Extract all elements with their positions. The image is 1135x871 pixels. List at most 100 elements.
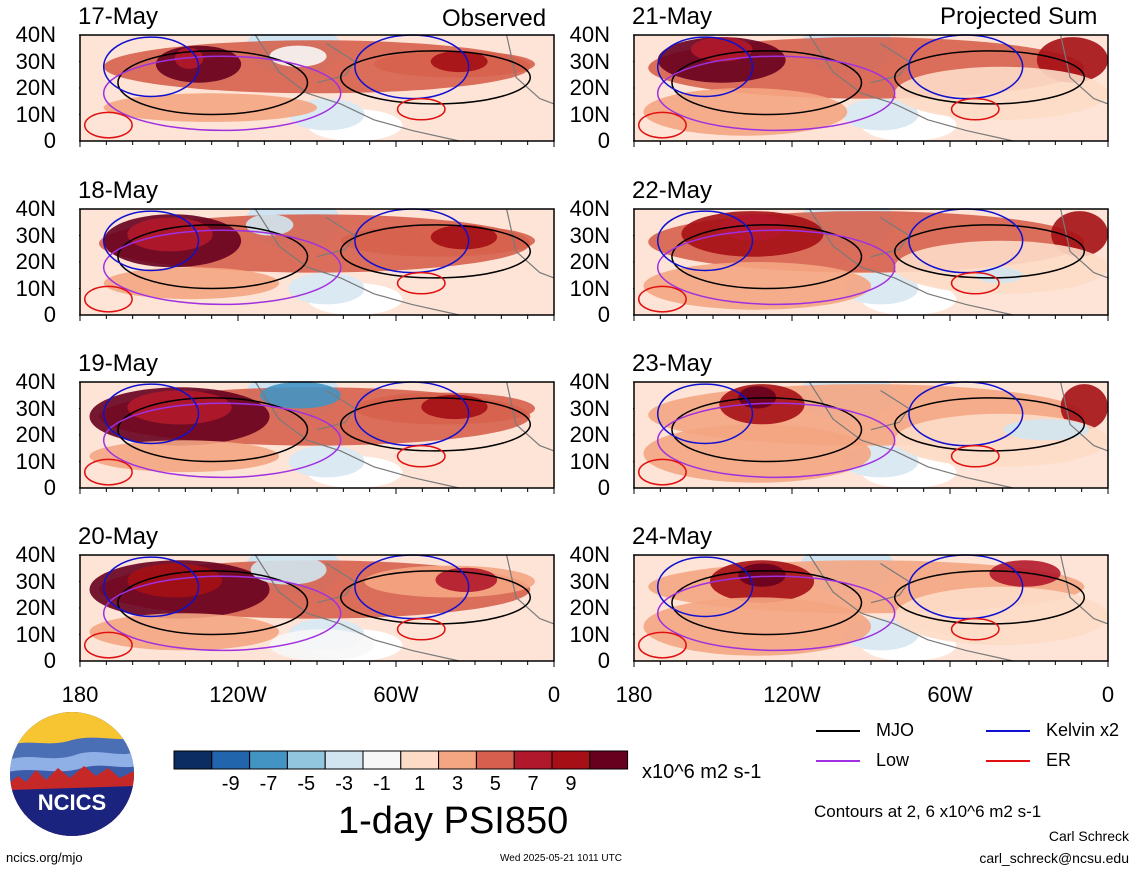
longitude-label: 60W — [927, 682, 973, 707]
map-panel — [633, 208, 1109, 321]
latitude-label: 40N — [15, 369, 56, 394]
latitude-label: 0 — [597, 475, 610, 500]
logo-text: NCICS — [38, 790, 106, 815]
legend-swatch — [986, 760, 1030, 762]
latitude-label: 0 — [43, 128, 56, 153]
colorbar: -9 -7 -5 -3 -1 1 3 5 7 9 — [173, 750, 629, 795]
latitude-label: 40N — [15, 196, 56, 221]
latitude-label: 20N — [15, 249, 56, 274]
longitude-label: 120W — [763, 682, 821, 707]
latitude-label: 30N — [15, 568, 56, 594]
timestamp: Wed 2025-05-21 1011 UTC — [500, 853, 622, 864]
latitude-label: 30N — [569, 222, 610, 248]
legend-swatch — [816, 760, 860, 762]
latitude-label: 10N — [15, 448, 56, 474]
legend-label: Low — [876, 750, 910, 770]
latitude-label: 10N — [15, 101, 56, 127]
colorbar-swatch — [475, 750, 515, 770]
latitude-label: 40N — [569, 369, 610, 394]
longitude-label: 0 — [547, 682, 561, 707]
latitude-label: 0 — [597, 302, 610, 327]
colorbar-swatch — [513, 750, 553, 770]
observed-header: Observed — [442, 5, 547, 32]
latitude-label: 20N — [15, 595, 56, 620]
latitude-label: 40N — [15, 542, 56, 567]
latitude-label: 0 — [43, 475, 56, 500]
latitude-label: 10N — [15, 275, 56, 301]
longitude-label: 180 — [615, 682, 653, 707]
latitude-label: 40N — [15, 22, 56, 47]
latitude-label: 10N — [569, 448, 610, 474]
latitude-label: 30N — [569, 568, 610, 594]
colorbar-tick-label: -9 — [222, 773, 240, 795]
colorbar-tick-label: 1 — [414, 773, 425, 795]
latitude-label: 30N — [15, 48, 56, 74]
longitude-label: 60W — [373, 682, 419, 707]
latitude-label: 20N — [569, 75, 610, 100]
colorbar-units: x10^6 m2 s-1 — [642, 761, 762, 783]
latitude-label: 30N — [15, 395, 56, 421]
panel-date-label: 19-May — [78, 350, 159, 377]
latitude-label: 30N — [569, 48, 610, 74]
colorbar-tick-label: -1 — [373, 773, 391, 795]
panel-date-label: 17-May — [78, 3, 159, 30]
colorbar-tick-label: 5 — [490, 773, 501, 795]
panel-date-label: 24-May — [632, 523, 713, 550]
latitude-label: 10N — [569, 275, 610, 301]
colorbar-tick-label: -3 — [335, 773, 353, 795]
map-panel — [79, 554, 555, 667]
latitude-label: 10N — [569, 101, 610, 127]
legend-label: MJO — [876, 720, 914, 740]
latitude-label: 20N — [569, 249, 610, 274]
latitude-label: 0 — [597, 648, 610, 673]
colorbar-swatch — [249, 750, 288, 770]
plot-title: 1-day PSI850 — [338, 800, 569, 842]
map-panel — [79, 208, 555, 321]
panel-date-label: 20-May — [78, 523, 159, 550]
site-link[interactable]: ncics.org/mjo — [6, 850, 83, 865]
legend-label: ER — [1046, 750, 1072, 770]
latitude-label: 30N — [569, 395, 610, 421]
longitude-label: 120W — [209, 682, 267, 707]
latitude-label: 10N — [15, 621, 56, 647]
latitude-label: 40N — [569, 22, 610, 47]
colorbar-swatch — [438, 750, 477, 770]
latitude-label: 20N — [15, 422, 56, 447]
latitude-label: 20N — [15, 75, 56, 100]
colorbar-swatch — [211, 750, 251, 770]
latitude-label: 0 — [43, 302, 56, 327]
latitude-label: 20N — [569, 422, 610, 447]
latitude-label: 40N — [569, 196, 610, 221]
map-panel — [633, 34, 1109, 147]
colorbar-tick-label: 3 — [452, 773, 463, 795]
map-panel — [79, 381, 555, 494]
latitude-label: 10N — [569, 621, 610, 647]
latitude-label: 20N — [569, 595, 610, 620]
colorbar-swatch — [173, 750, 213, 770]
colorbar-tick-label: -7 — [260, 773, 278, 795]
colorbar-swatch — [324, 750, 364, 770]
map-panel — [633, 381, 1109, 494]
panel-date-label: 18-May — [78, 177, 159, 204]
colorbar-tick-label: -5 — [297, 773, 315, 795]
ncics-logo: NCICS — [8, 710, 136, 838]
colorbar-swatch — [362, 750, 402, 770]
longitude-label: 0 — [1101, 682, 1115, 707]
author: Carl Schreck — [1048, 828, 1129, 844]
contours-note: Contours at 2, 6 x10^6 m2 s-1 — [814, 802, 1042, 821]
colorbar-tick-label: 9 — [565, 773, 576, 795]
colorbar-swatch — [589, 750, 629, 770]
email[interactable]: carl_schreck@ncsu.edu — [979, 850, 1129, 866]
longitude-label: 180 — [61, 682, 99, 707]
panel-date-label: 22-May — [632, 177, 713, 204]
latitude-label: 0 — [43, 648, 56, 673]
colorbar-swatch — [551, 750, 591, 770]
colorbar-swatch — [400, 750, 440, 770]
panel-date-label: 21-May — [632, 3, 713, 30]
map-panel — [633, 554, 1109, 667]
panel-date-label: 23-May — [632, 350, 713, 377]
latitude-label: 30N — [15, 222, 56, 248]
legend-label: Kelvin x2 — [1046, 720, 1120, 740]
projected-header: Projected Sum — [940, 3, 1098, 30]
latitude-label: 0 — [597, 128, 610, 153]
